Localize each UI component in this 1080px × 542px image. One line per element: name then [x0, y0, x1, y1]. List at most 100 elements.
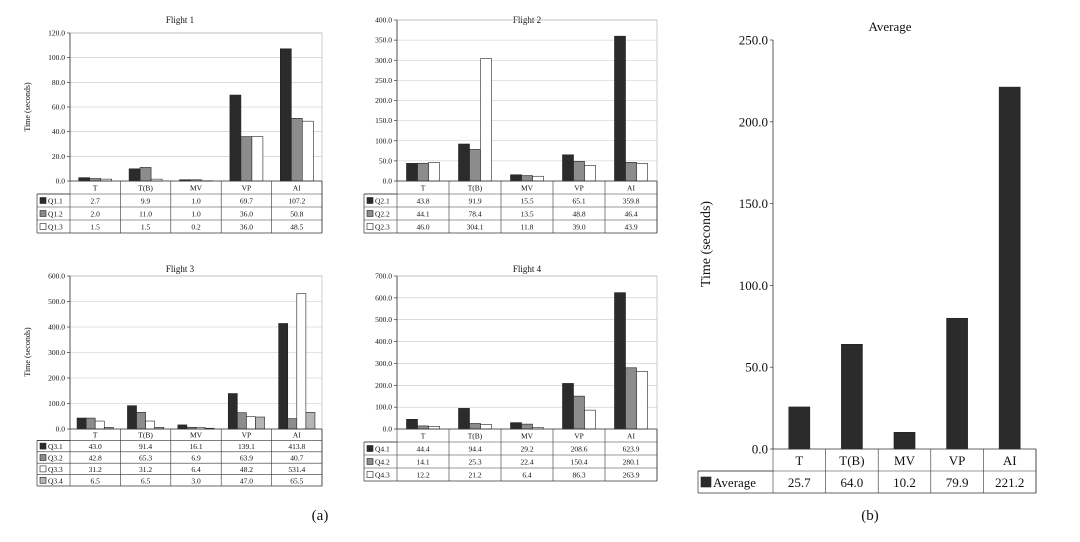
chart-title: Flight 1 [166, 15, 194, 25]
data-label: 11.8 [521, 223, 534, 232]
chart-2: Flight 20.050.0100.0150.0200.0250.0300.0… [363, 15, 658, 234]
data-label: 263.9 [623, 471, 640, 480]
bar-average [946, 317, 968, 450]
y-tick-label: 0.0 [383, 177, 393, 186]
bar-q1-2 [240, 136, 253, 182]
data-label: 48.2 [240, 465, 253, 474]
x-tick-label: VP [574, 432, 584, 441]
y-tick-label: 100.0 [375, 136, 392, 145]
legend-label: Q1.2 [48, 210, 63, 219]
x-tick-label: MV [190, 184, 203, 193]
chart-title: Flight 4 [513, 264, 542, 274]
bar-q1-1 [229, 94, 242, 182]
y-tick-label: 0.0 [752, 442, 768, 457]
data-label: 3.0 [191, 476, 201, 485]
data-label: 139.1 [238, 442, 255, 451]
chart-3: Flight 3 Time (seconds) 0.0 100.0 200.0 300.0… [23, 264, 323, 487]
bar-q3-2 [237, 412, 247, 430]
bar-q4-2 [521, 423, 533, 430]
data-label: 43.9 [624, 223, 637, 232]
x-tick-label: T [93, 431, 98, 440]
y-axis-label: Time (seconds) [23, 82, 32, 132]
y-tick-label: 0.0 [56, 177, 66, 186]
bar-q4-2 [417, 425, 429, 430]
data-label: 79.9 [946, 475, 969, 490]
y-tick-label: 300.0 [375, 56, 392, 65]
bar-q4-3 [584, 409, 596, 430]
data-label: 50.8 [290, 210, 303, 219]
bar-q3-1 [177, 424, 188, 430]
bar-q2-2 [573, 161, 585, 182]
bar-q2-1 [458, 143, 470, 182]
x-tick-label: AI [627, 184, 635, 193]
data-label: 94.4 [468, 445, 481, 454]
legend-swatch [366, 458, 374, 465]
x-tick-label: VP [574, 184, 584, 193]
data-label: 22.4 [520, 458, 533, 467]
y-tick-label: 150.0 [739, 196, 768, 211]
x-tick-label: MV [521, 184, 534, 193]
bar-q2-1 [562, 154, 574, 182]
y-tick-label: 0.0 [56, 425, 66, 434]
y-axis-label: Time (seconds) [699, 201, 714, 288]
data-label: 107.2 [288, 197, 305, 206]
y-tick-label: 200.0 [739, 114, 768, 129]
x-tick-label: T(B) [839, 453, 864, 468]
x-tick-label: VP [949, 453, 966, 468]
y-tick-label: 500.0 [375, 315, 392, 324]
y-tick-label: 300.0 [48, 348, 65, 357]
bar-q2-2 [521, 175, 533, 182]
y-tick-label: 100.0 [48, 53, 65, 62]
y-tick-label: 80.0 [52, 78, 65, 87]
bar-q3-1 [278, 323, 289, 430]
bar-q2-1 [510, 174, 522, 182]
caption-a: (a) [312, 508, 329, 524]
caption-b: (b) [861, 508, 879, 524]
legend-label: Q4.3 [375, 471, 390, 480]
data-label: 25.3 [468, 458, 481, 467]
legend-swatch [366, 210, 374, 217]
data-label: 531.4 [288, 465, 305, 474]
bar-q2-1 [614, 35, 626, 182]
x-tick-label: VP [242, 184, 252, 193]
bar-q4-3 [636, 371, 648, 430]
data-label: 6.9 [191, 454, 201, 463]
bar-q4-1 [406, 418, 418, 430]
x-tick-label: T [795, 453, 803, 468]
data-label: 11.0 [139, 210, 152, 219]
chart-1: Flight 1 Time (seconds) 0.0 20.0 40.0 60.0 80.… [23, 15, 323, 234]
bar-q3-1 [76, 417, 87, 430]
bar-q4-1 [614, 292, 626, 430]
data-label: 86.3 [572, 471, 585, 480]
bar-q1-3 [301, 120, 314, 182]
data-label: 0.2 [191, 223, 201, 232]
legend-swatch [39, 465, 47, 473]
bar-q4-2 [469, 423, 481, 430]
legend-label: Q4.2 [375, 458, 390, 467]
data-label: 208.6 [571, 445, 588, 454]
bar-q3-1 [227, 393, 238, 430]
data-label: 65.3 [139, 454, 152, 463]
bar-q2-3 [584, 165, 596, 182]
data-label: 39.0 [572, 223, 585, 232]
data-label: 42.8 [89, 454, 102, 463]
data-label: 65.1 [572, 197, 585, 206]
x-tick-label: T(B) [468, 184, 483, 193]
data-label: 1.0 [191, 197, 201, 206]
data-label: 623.9 [623, 445, 640, 454]
data-label: 43.0 [89, 442, 102, 451]
x-tick-label: MV [894, 453, 916, 468]
y-tick-label: 600.0 [48, 272, 65, 281]
data-label: 10.2 [893, 475, 916, 490]
bar-q2-2 [469, 149, 481, 182]
y-tick-label: 0.0 [383, 425, 393, 434]
bar-average [893, 432, 916, 450]
legend-swatch [39, 197, 47, 204]
bar-q1-3 [251, 136, 264, 182]
x-tick-label: AI [627, 432, 635, 441]
y-tick-label: 100.0 [739, 278, 768, 293]
bar-q3-3 [296, 293, 307, 430]
data-label: 2.0 [91, 210, 101, 219]
legend-label: Average [713, 475, 756, 490]
x-tick-label: VP [242, 431, 252, 440]
